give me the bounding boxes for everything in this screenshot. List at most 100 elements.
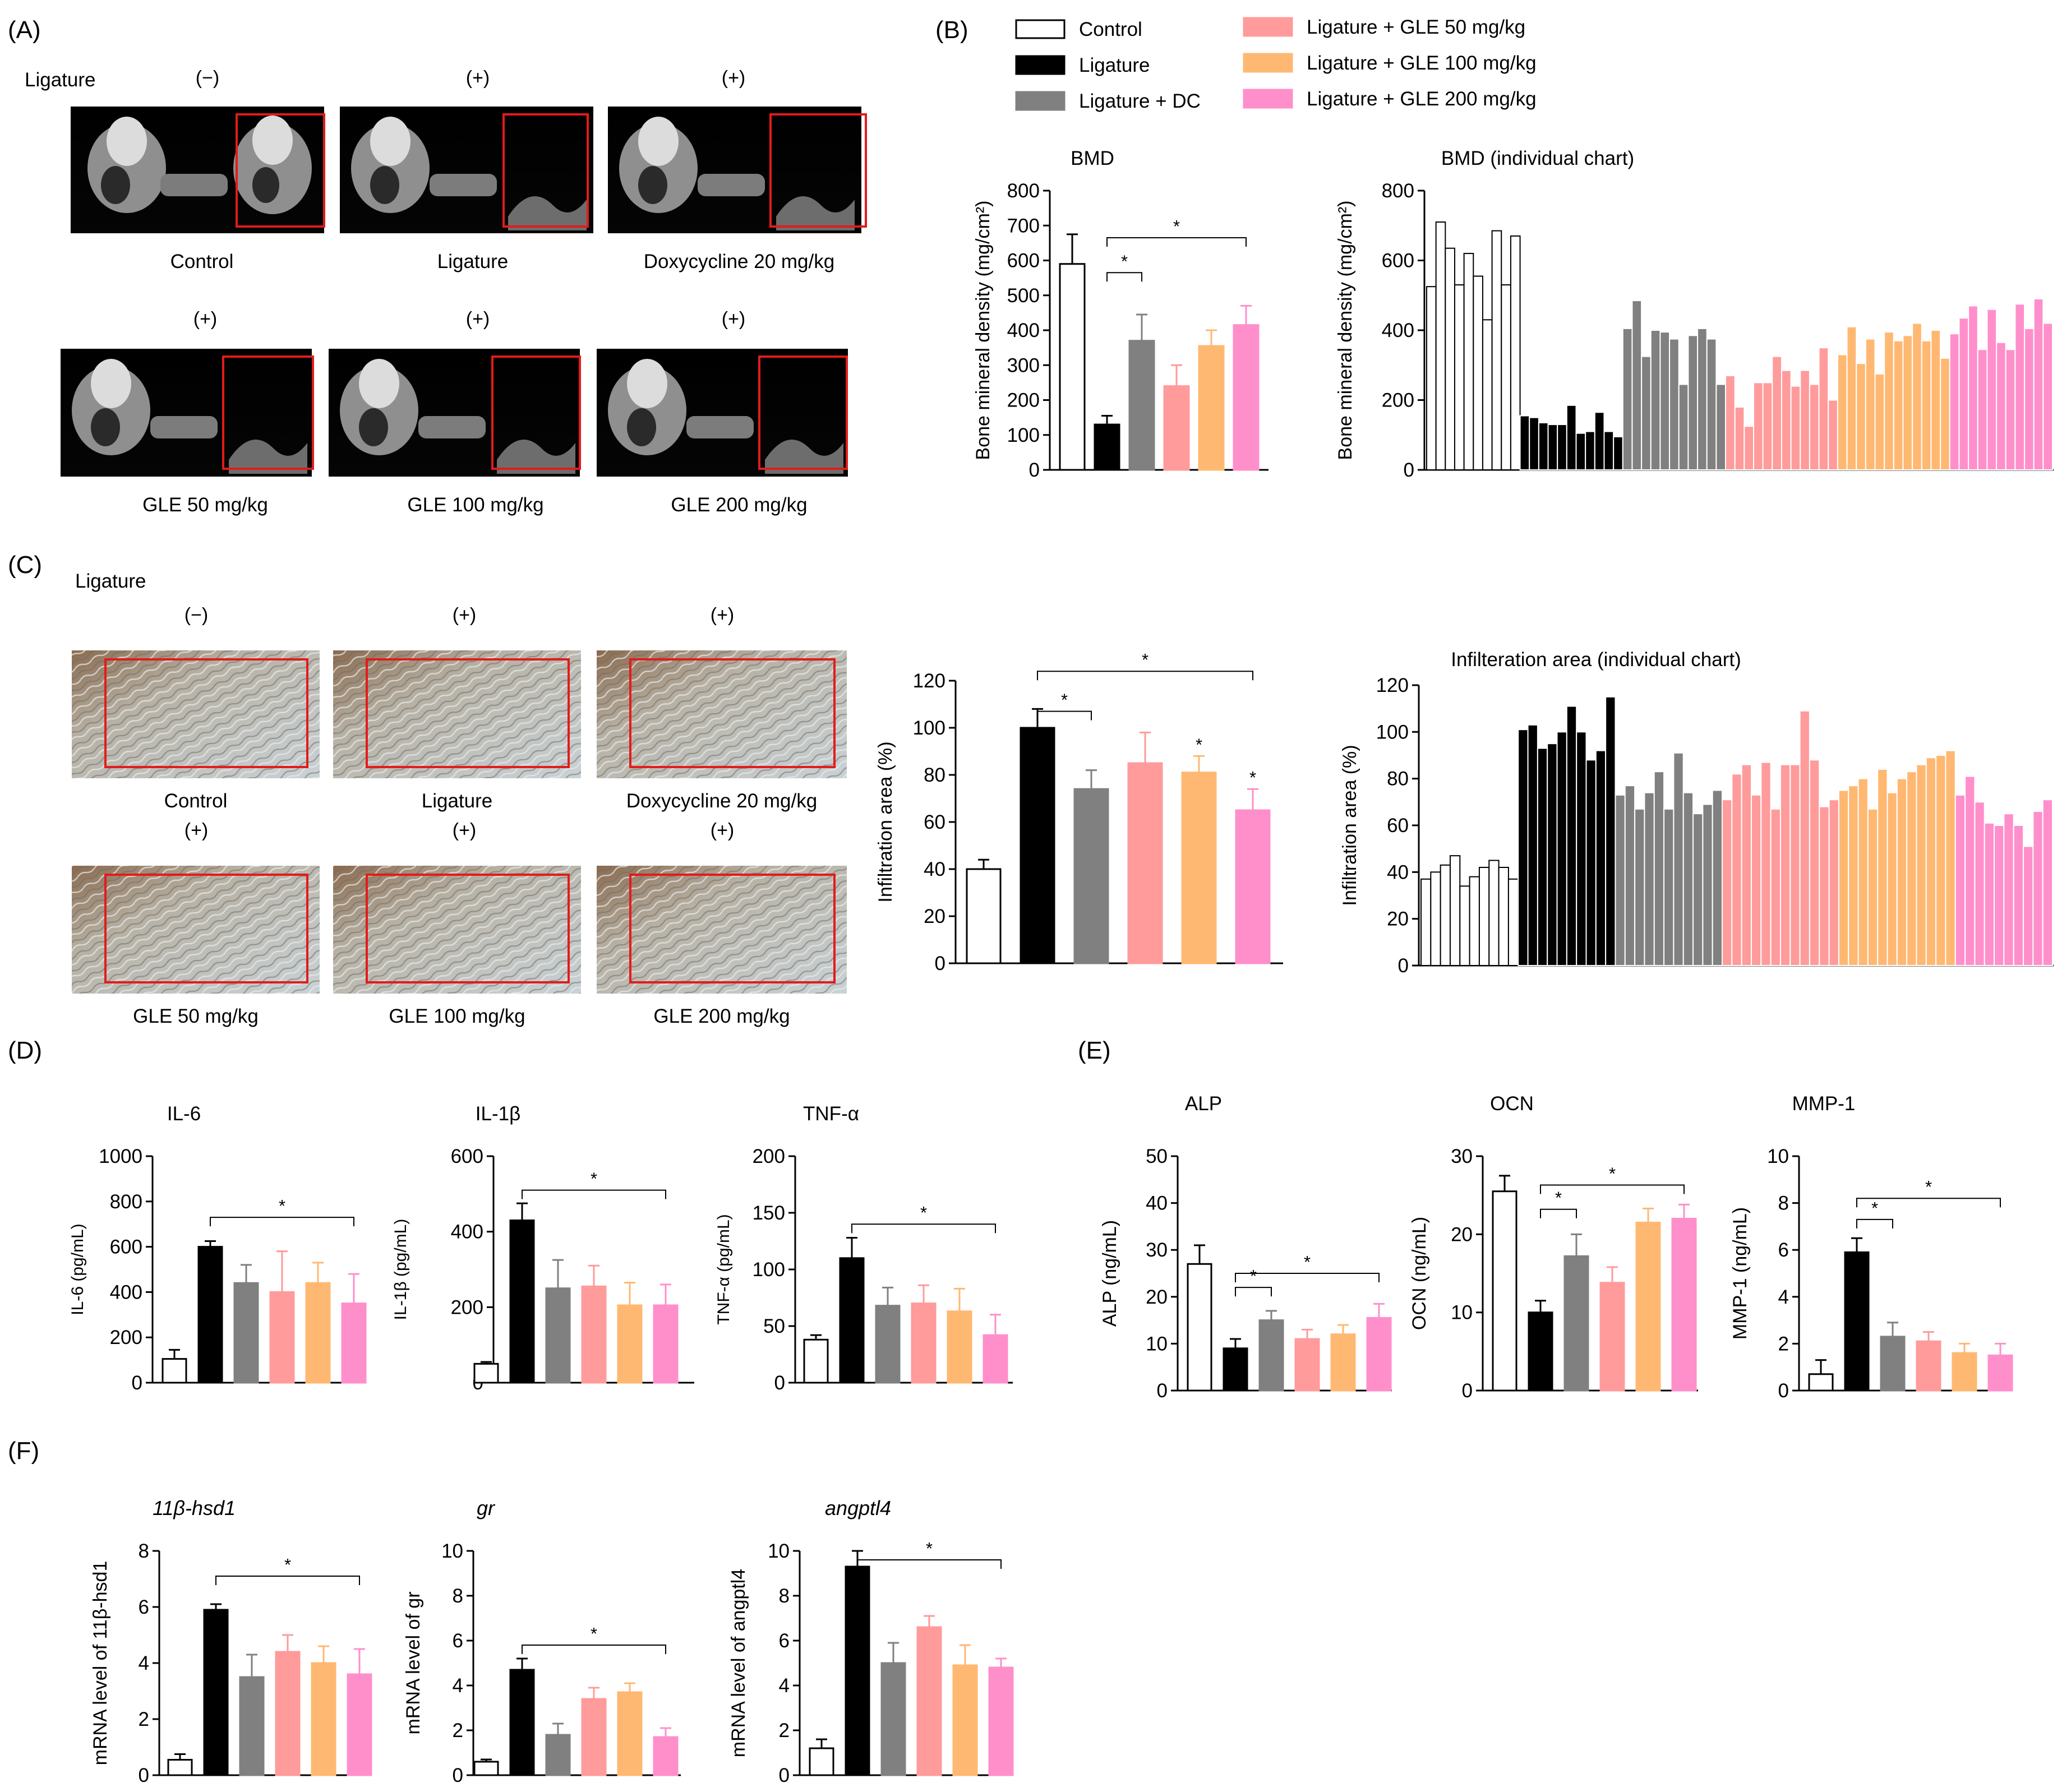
bar xyxy=(1445,247,1455,470)
y-tick-label: 1000 xyxy=(99,1146,142,1167)
y-tick-label: 2 xyxy=(779,1720,790,1742)
bar xyxy=(1538,422,1549,471)
bar xyxy=(473,1761,499,1776)
significance-bracket xyxy=(522,1189,666,1199)
bar xyxy=(1896,778,1908,966)
bar xyxy=(1529,417,1539,470)
bar xyxy=(1663,808,1675,967)
chart-ocn: 0 10 20 30 OCN (ng/mL) OCN * * xyxy=(1409,1093,1698,1402)
bar xyxy=(1187,1263,1212,1392)
chart-bmd: 0 100 200 300 400 500 600 700 800 Bone mineral de… xyxy=(972,147,1269,481)
bar xyxy=(1557,424,1567,471)
significance-bracket xyxy=(210,1217,354,1227)
bar xyxy=(1838,789,1849,966)
y-tick-label: 0 xyxy=(1398,955,1409,977)
y-tick-label: 2 xyxy=(453,1720,463,1742)
bar xyxy=(1498,867,1509,966)
legend-label: Ligature + GLE 50 mg/kg xyxy=(1307,16,1525,38)
chart-title: 11β-hsd1 xyxy=(153,1497,236,1519)
bar xyxy=(1198,345,1225,471)
bar xyxy=(1671,1217,1697,1392)
significance-bracket xyxy=(1235,1287,1272,1297)
bar xyxy=(1020,727,1055,964)
bar xyxy=(1585,759,1597,967)
legend-item: Ligature xyxy=(1015,54,1150,76)
histology-image: (−) Control xyxy=(72,604,320,812)
significance-star: * xyxy=(1555,1188,1562,1208)
panel-c-histology: Ligature (−) Control (+) Ligature (+) Doxycyc… xyxy=(72,570,847,1027)
bar xyxy=(1599,1282,1625,1392)
bar xyxy=(1925,757,1937,966)
bar xyxy=(1886,792,1898,966)
bar xyxy=(1750,794,1762,967)
y-tick-label: 100 xyxy=(1007,424,1040,446)
microct-image: (+) Doxycycline 20 mg/kg xyxy=(608,67,867,273)
image-caption: Ligature xyxy=(422,790,492,812)
alveolar-bone-shape xyxy=(430,174,497,196)
significance-star: * xyxy=(279,1196,285,1216)
y-tick-label: 100 xyxy=(1376,721,1409,743)
y-tick-label: 6 xyxy=(779,1630,790,1652)
bar xyxy=(1527,724,1538,967)
bar xyxy=(1958,317,1969,471)
y-tick-label: 700 xyxy=(1007,215,1040,237)
bar xyxy=(1940,357,1950,470)
legend-swatch xyxy=(1015,19,1066,39)
panel-label-f: (F) xyxy=(8,1437,39,1465)
bar xyxy=(1828,399,1838,470)
bar xyxy=(1537,747,1548,966)
y-axis-label: Infiltration area (%) xyxy=(875,741,896,902)
bar xyxy=(653,1304,679,1384)
chart-title: BMD xyxy=(1071,147,1114,169)
legend-item: Control xyxy=(1015,19,1142,40)
bar xyxy=(1682,792,1694,966)
panel-label-text: (A) xyxy=(8,16,41,44)
y-tick-label: 400 xyxy=(1382,320,1414,341)
tooth-crown-shape xyxy=(638,117,679,166)
bar xyxy=(2042,799,2054,966)
y-axis-label: TNF-α (pg/mL) xyxy=(714,1214,733,1324)
bar xyxy=(1635,1221,1661,1392)
ligature-sign: (−) xyxy=(185,604,209,626)
bar xyxy=(1984,822,1995,967)
significance-star: * xyxy=(1871,1198,1878,1218)
panel-label-text: (B) xyxy=(935,16,968,44)
panel-label-text: (D) xyxy=(8,1037,42,1064)
bar xyxy=(1964,775,1976,966)
bar xyxy=(1848,785,1859,966)
y-axis-label: Infiltration area (%) xyxy=(1339,745,1360,906)
bar xyxy=(1653,771,1665,966)
image-caption: GLE 100 mg/kg xyxy=(407,494,543,516)
y-tick-label: 120 xyxy=(1376,675,1409,696)
y-tick-label: 800 xyxy=(1382,180,1414,202)
bar xyxy=(1916,764,1927,966)
image-caption: GLE 50 mg/kg xyxy=(133,1005,259,1027)
y-tick-label: 8 xyxy=(453,1585,463,1607)
significance-bracket xyxy=(522,1645,666,1654)
chart-tnfa: 0 50 100 150 200 TNF-α (pg/mL) TNF-α * xyxy=(714,1103,1013,1394)
chart-title: gr xyxy=(477,1497,496,1519)
bar xyxy=(1463,253,1474,470)
bar xyxy=(1687,335,1699,471)
bar xyxy=(269,1291,295,1384)
significance-bracket xyxy=(1235,1273,1380,1282)
bar xyxy=(1566,705,1578,966)
y-tick-label: 60 xyxy=(1387,815,1409,837)
legend-swatch xyxy=(1243,89,1293,109)
panel-label-e: (E) xyxy=(1078,1037,1111,1064)
bar xyxy=(1634,808,1645,967)
bar xyxy=(1945,750,1956,966)
bar xyxy=(1734,406,1745,471)
bar xyxy=(1641,355,1652,470)
bar xyxy=(617,1304,643,1384)
roi-box xyxy=(769,113,867,228)
chart-il1b: 0200400600IL-1β (pg/mL)IL-1β* xyxy=(391,1103,694,1394)
bar xyxy=(509,1219,535,1384)
bar xyxy=(1622,327,1633,471)
y-axis-label: OCN (ng/mL) xyxy=(1409,1217,1430,1330)
y-tick-label: 0 xyxy=(779,1765,790,1786)
bar xyxy=(1772,355,1782,470)
bar xyxy=(880,1662,906,1776)
significance-bracket xyxy=(857,1559,1002,1569)
bar xyxy=(952,1664,978,1776)
